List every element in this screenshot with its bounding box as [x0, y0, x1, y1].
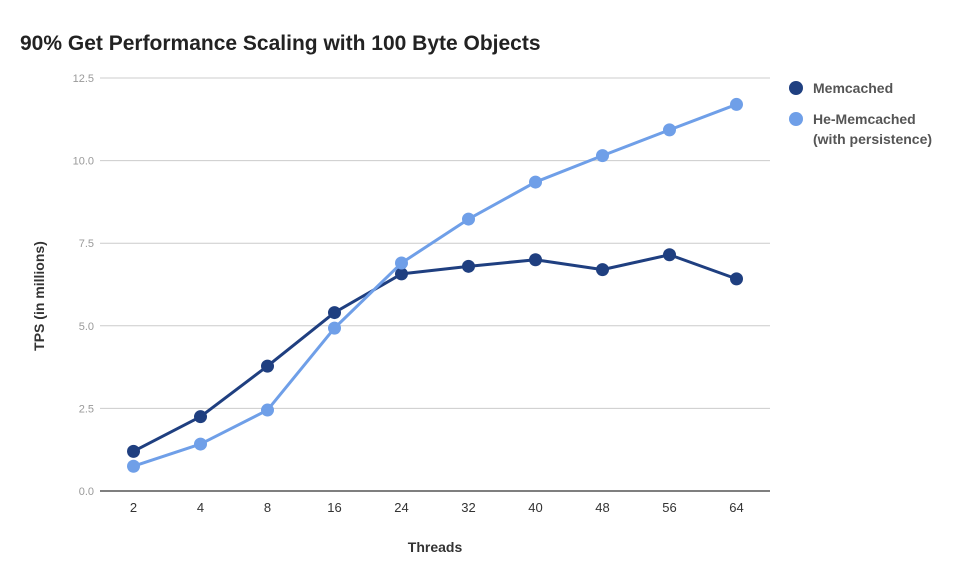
data-point — [529, 175, 542, 189]
x-tick-label: 40 — [528, 500, 542, 515]
data-point — [596, 263, 609, 277]
data-point — [730, 97, 743, 111]
gridlines — [100, 77, 770, 409]
legend-label: He-Memcached — [813, 111, 916, 127]
legend-marker — [789, 112, 803, 126]
legend: Memcached He-Memcached (with persistence) — [789, 80, 932, 147]
data-point — [730, 272, 743, 286]
data-point — [127, 459, 140, 473]
series-1 — [127, 248, 743, 458]
y-tick-label: 10.0 — [73, 156, 94, 168]
data-point — [194, 437, 207, 451]
y-tick-label: 7.5 — [79, 238, 94, 250]
legend-label: Memcached — [813, 80, 893, 96]
x-axis-title: Threads — [408, 539, 463, 555]
y-tick-label: 2.5 — [79, 403, 94, 415]
y-tick-label: 0.0 — [79, 486, 94, 498]
series-line — [133, 103, 738, 468]
data-point — [462, 259, 475, 273]
data-point — [529, 253, 542, 267]
x-axis-ticks: 2 4 8 16 24 32 40 48 56 64 — [130, 500, 744, 515]
data-point — [596, 149, 609, 163]
data-point — [663, 248, 676, 262]
x-tick-label: 24 — [394, 500, 408, 515]
x-tick-label: 32 — [461, 500, 475, 515]
x-tick-label: 4 — [197, 500, 204, 515]
y-tick-label: 5.0 — [79, 321, 94, 333]
series-group — [127, 97, 743, 473]
x-tick-label: 8 — [264, 500, 271, 515]
data-point — [663, 123, 676, 137]
data-point — [328, 321, 341, 335]
x-tick-label: 56 — [662, 500, 676, 515]
x-tick-label: 64 — [729, 500, 743, 515]
y-axis-title: TPS (in millions) — [31, 241, 47, 351]
x-tick-label: 48 — [595, 500, 609, 515]
chart-title: 90% Get Performance Scaling with 100 Byt… — [20, 32, 541, 55]
data-point — [127, 444, 140, 458]
data-point — [261, 403, 274, 417]
data-point — [395, 256, 408, 270]
data-point — [261, 359, 274, 373]
legend-marker — [789, 81, 803, 95]
data-point — [462, 212, 475, 226]
y-tick-label: 12.5 — [73, 73, 94, 85]
data-point — [395, 267, 408, 281]
series-line — [132, 253, 738, 453]
series-2 — [127, 97, 743, 473]
x-tick-label: 2 — [130, 500, 137, 515]
legend-label: (with persistence) — [813, 131, 932, 147]
data-point — [328, 306, 341, 320]
y-axis-ticks: 0.0 2.5 5.0 7.5 10.0 12.5 — [73, 73, 94, 498]
x-tick-label: 16 — [327, 500, 341, 515]
data-point — [194, 410, 207, 424]
